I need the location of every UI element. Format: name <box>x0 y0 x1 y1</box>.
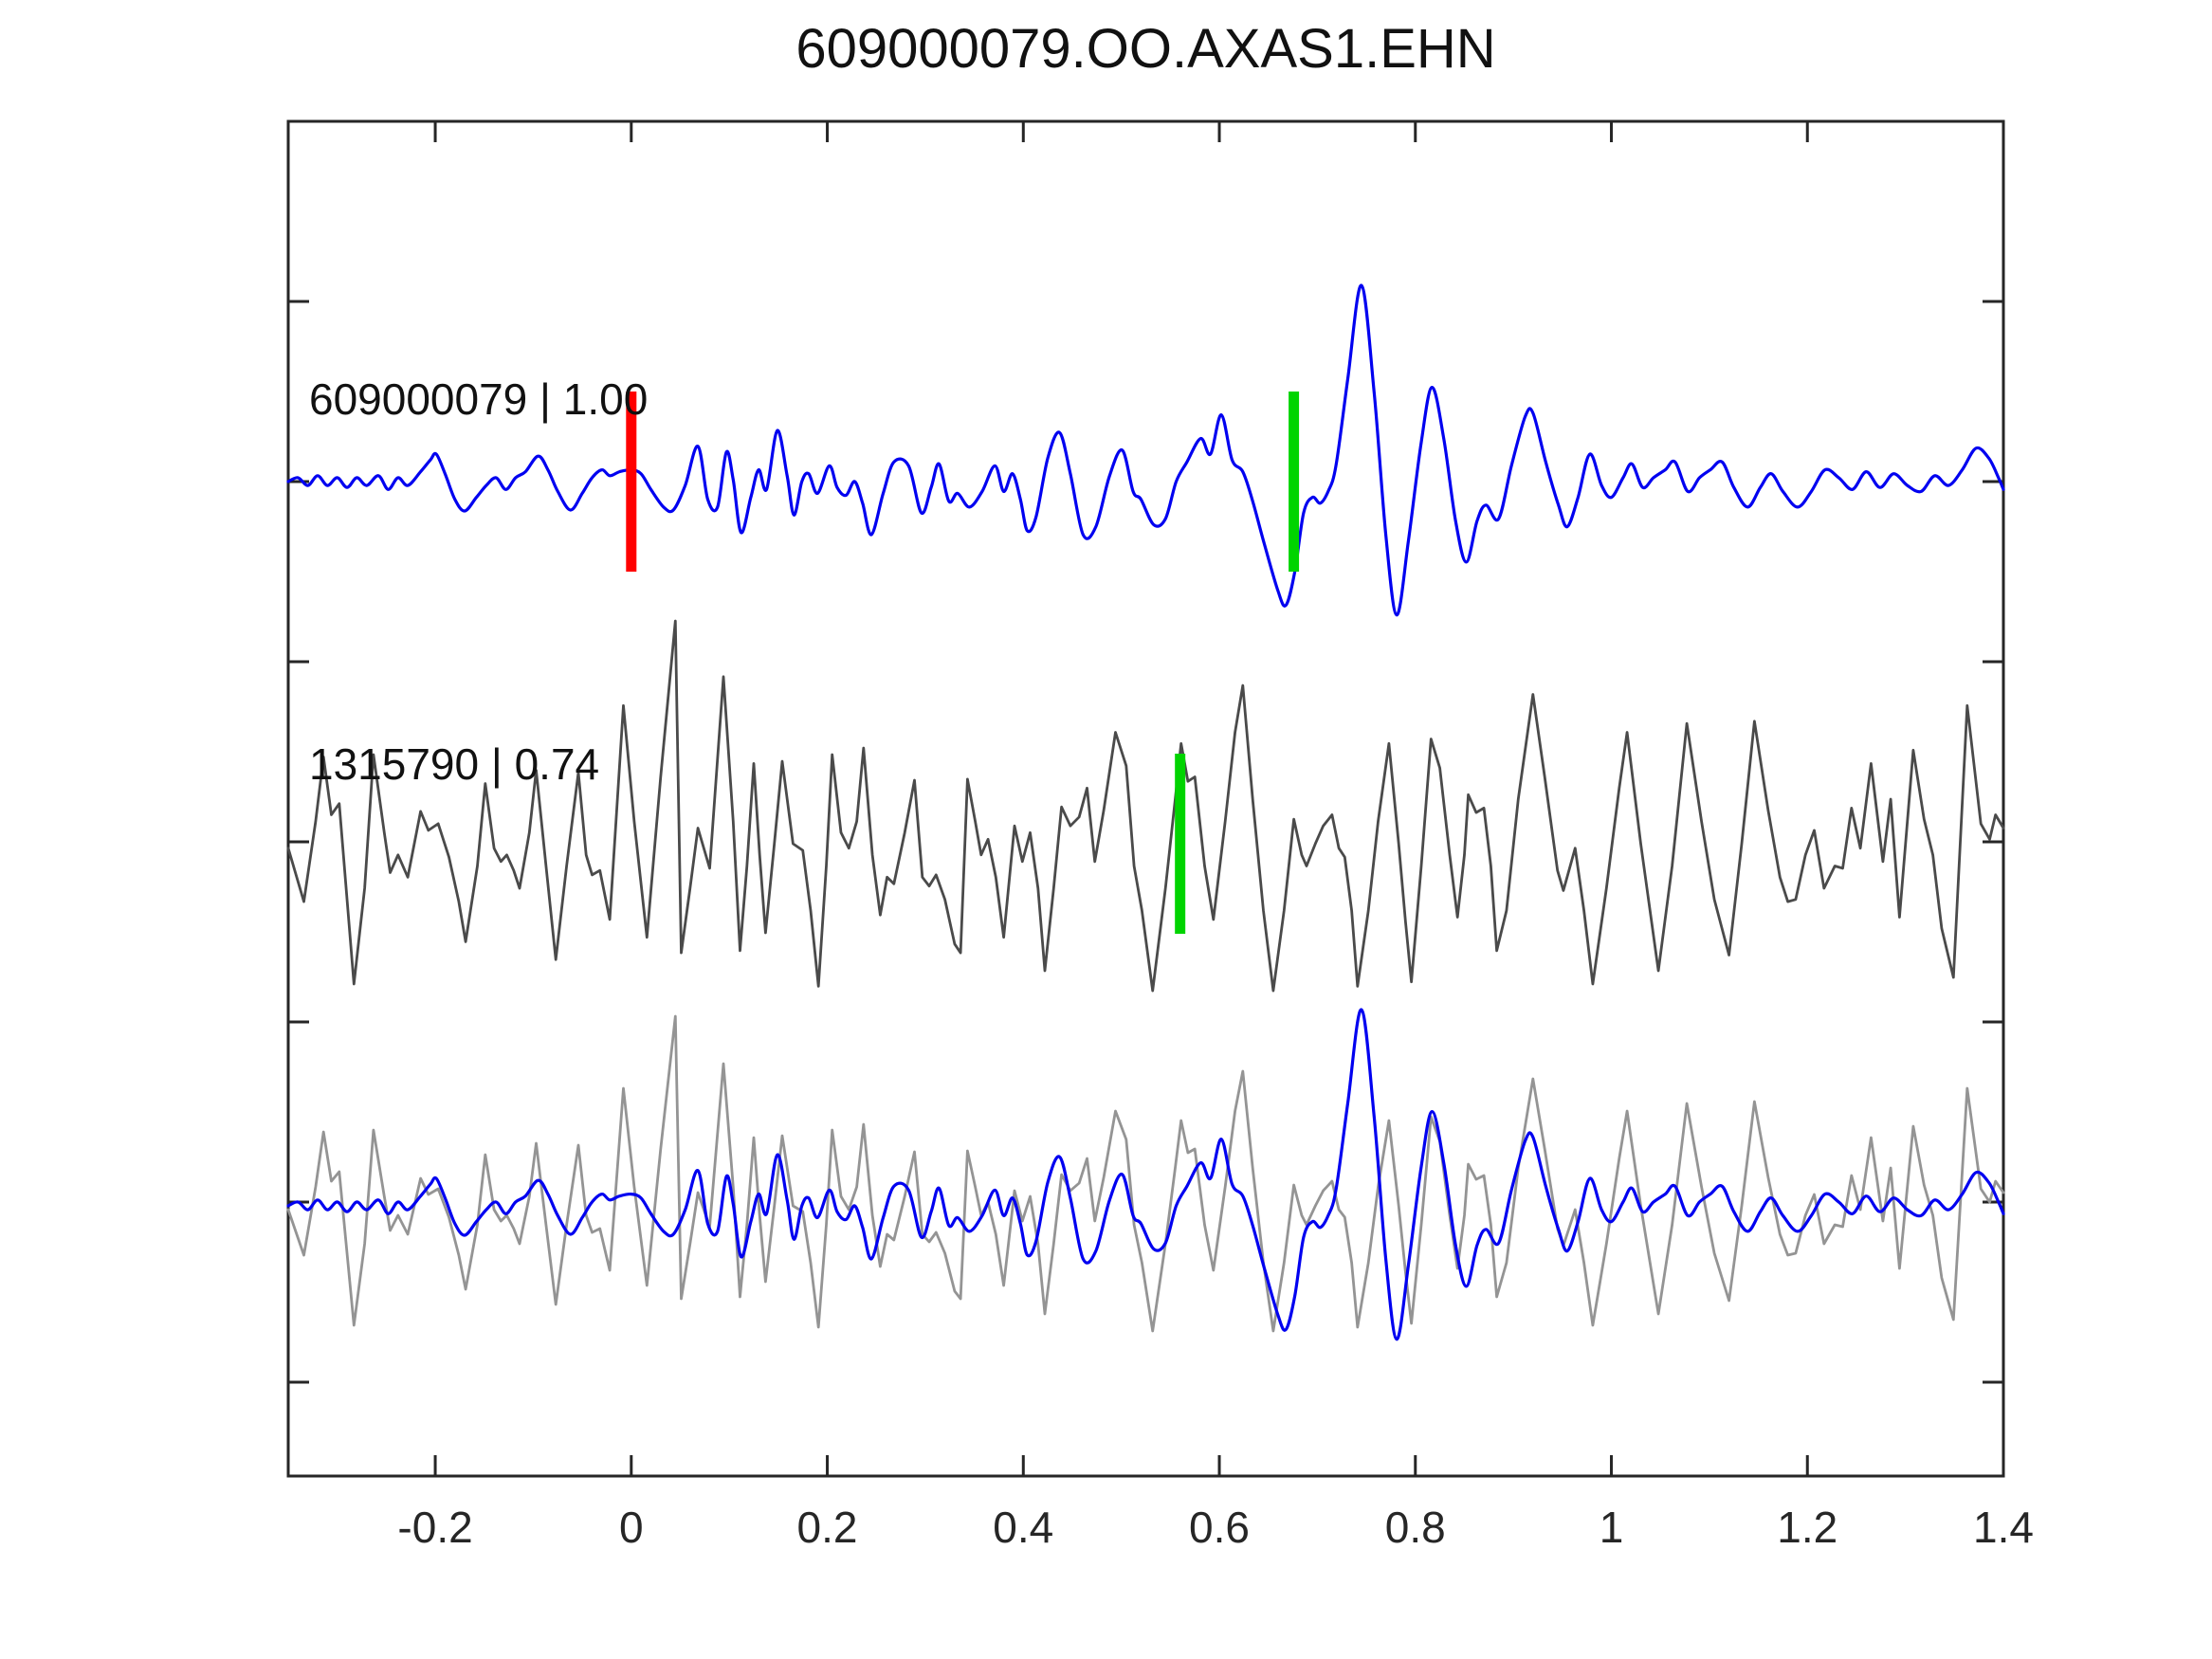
x-tick-label: 0.2 <box>796 1503 858 1552</box>
figure-title: 609000079.OO.AXAS1.EHN <box>795 18 1496 80</box>
x-tick-label: 1.4 <box>1973 1503 2034 1552</box>
overlay-candidate-waveform <box>286 1014 2005 1333</box>
x-tick-label: 0.4 <box>993 1503 1054 1552</box>
overlay-template-waveform <box>286 1008 2005 1341</box>
origin-pick-marker <box>626 392 637 572</box>
x-tick-label: 0 <box>619 1503 644 1552</box>
trace2-label: 1315790 | 0.74 <box>309 739 600 789</box>
x-tick-label: 1.2 <box>1777 1503 1838 1552</box>
template-waveform <box>286 283 2005 617</box>
trace1-label: 609000079 | 1.00 <box>309 374 649 424</box>
x-tick-label: 1 <box>1599 1503 1624 1552</box>
candidate-waveform <box>286 619 2005 993</box>
phase-pick-marker <box>1175 754 1186 934</box>
x-tick-label: 0.6 <box>1189 1503 1250 1552</box>
x-tick-label: -0.2 <box>397 1503 473 1552</box>
x-tick-label: 0.8 <box>1384 1503 1446 1552</box>
phase-pick-marker <box>1289 392 1300 572</box>
